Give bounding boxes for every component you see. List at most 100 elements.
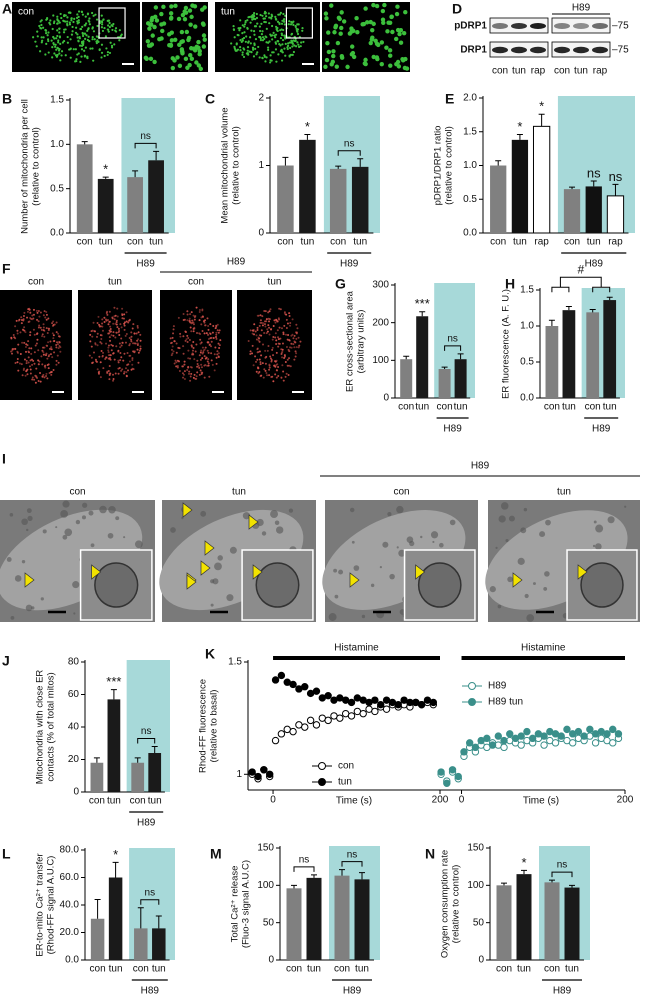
- texture: [268, 366, 271, 369]
- panel-letter: F: [2, 261, 11, 277]
- texture: [265, 318, 268, 321]
- texture: [86, 38, 89, 42]
- texture: [192, 347, 195, 350]
- significance: ***: [106, 674, 121, 689]
- texture: [186, 35, 192, 41]
- texture: [192, 48, 198, 53]
- texture: [128, 360, 131, 363]
- bracket-label: ns: [344, 138, 355, 149]
- bar: [76, 144, 93, 233]
- texture: [194, 60, 199, 65]
- texture: [179, 29, 185, 35]
- texture: [55, 48, 58, 51]
- bar: [586, 312, 600, 398]
- bar: [438, 368, 451, 398]
- y-tick-label: 80.0: [60, 845, 80, 856]
- error-bar: [457, 353, 464, 360]
- texture: [198, 308, 201, 311]
- texture: [58, 340, 61, 343]
- texture: [58, 345, 61, 348]
- texture: [288, 357, 291, 360]
- texture: [276, 320, 279, 323]
- texture: [75, 26, 78, 29]
- texture: [68, 23, 72, 26]
- texture: [293, 358, 296, 361]
- x-tick-label: tun: [152, 964, 166, 975]
- texture: [37, 363, 40, 366]
- texture: [109, 354, 112, 357]
- bar: [496, 885, 512, 960]
- texture: [172, 350, 175, 353]
- texture: [51, 46, 54, 49]
- texture: [44, 29, 48, 32]
- texture: [296, 32, 300, 36]
- texture: [41, 39, 44, 42]
- bar: [97, 178, 114, 233]
- texture: [287, 374, 290, 377]
- texture: [191, 319, 194, 322]
- texture: [40, 19, 43, 22]
- row-label: pDRP1: [454, 21, 487, 32]
- texture: [241, 53, 244, 56]
- texture: [417, 562, 462, 608]
- arrowhead: [186, 574, 197, 590]
- texture: [52, 368, 55, 371]
- texture: [20, 316, 23, 319]
- y-tick-label: 300: [372, 280, 389, 291]
- y-tick-label: 100: [257, 880, 274, 891]
- texture: [198, 310, 201, 313]
- error-bar: [137, 907, 144, 929]
- texture: [385, 29, 390, 34]
- panel-letter: L: [2, 846, 11, 862]
- texture: [72, 581, 80, 589]
- texture: [505, 539, 509, 543]
- texture: [301, 26, 304, 30]
- texture: [117, 349, 120, 352]
- texture: [100, 342, 103, 345]
- legend-label: H89: [488, 681, 507, 692]
- data-point: [347, 698, 356, 707]
- texture: [273, 364, 276, 367]
- y-tick-label: 1: [258, 160, 264, 171]
- texture: [214, 562, 222, 571]
- data-point: [557, 732, 565, 740]
- texture: [125, 320, 128, 323]
- texture: [262, 343, 265, 346]
- y-axis-label: Number of mitochondria per cell: [20, 99, 31, 234]
- texture: [403, 10, 408, 15]
- texture: [115, 331, 118, 334]
- texture: [191, 353, 194, 356]
- bar: [334, 875, 350, 960]
- texture: [279, 308, 282, 311]
- texture: [280, 22, 284, 25]
- texture: [43, 376, 46, 379]
- texture: [253, 12, 256, 15]
- texture: [51, 356, 54, 359]
- texture: [289, 324, 292, 327]
- texture: [258, 370, 261, 373]
- error-bar: [335, 165, 342, 169]
- texture: [255, 338, 258, 341]
- texture: [253, 333, 256, 336]
- texture: [32, 308, 35, 311]
- micrograph: [237, 290, 312, 400]
- group-label: H89: [343, 986, 362, 997]
- texture: [41, 349, 44, 352]
- texture: [123, 372, 126, 375]
- texture: [51, 56, 54, 59]
- texture: [35, 45, 38, 48]
- texture: [14, 347, 17, 350]
- texture: [56, 15, 59, 18]
- texture: [40, 41, 43, 44]
- panel-letter: D: [452, 1, 462, 17]
- texture: [22, 315, 25, 318]
- texture: [253, 25, 257, 28]
- texture: [271, 346, 274, 349]
- texture: [170, 342, 173, 345]
- texture: [107, 532, 114, 539]
- texture: [68, 21, 71, 24]
- texture: [203, 376, 206, 379]
- texture: [241, 39, 244, 42]
- texture: [55, 37, 58, 40]
- texture: [139, 339, 142, 342]
